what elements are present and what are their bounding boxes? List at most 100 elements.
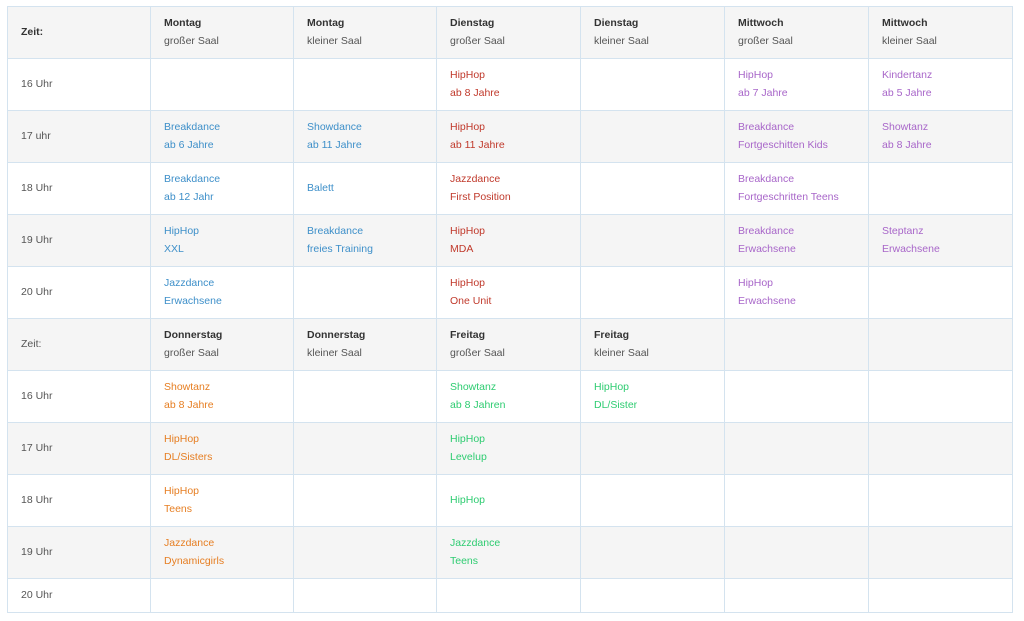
time-cell: 19 Uhr <box>7 214 151 267</box>
class-name: HipHop <box>594 381 630 393</box>
class-cell: Showtanz ab 8 Jahre <box>868 110 1013 163</box>
class-detail: MDA <box>450 242 474 255</box>
empty-cell <box>724 370 869 423</box>
time-cell: 19 Uhr <box>7 526 151 579</box>
class-detail: Fortgeschritten Teens <box>738 190 839 203</box>
class-detail: Levelup <box>450 450 487 463</box>
empty-cell <box>580 214 725 267</box>
class-name: HipHop <box>738 277 774 289</box>
class-name: Breakdance <box>738 173 795 185</box>
schedule-table: Zeit: Montag großer Saal Montag kleiner Sa… <box>7 6 1013 613</box>
empty-cell <box>293 526 437 579</box>
class-detail: ab 12 Jahr <box>164 190 214 203</box>
empty-cell <box>293 578 437 613</box>
schedule: Zeit: Montag großer Saal Montag kleiner Sa… <box>7 6 1013 613</box>
class-detail: Dynamicgirls <box>164 554 225 567</box>
class-cell: Showdance ab 11 Jahre <box>293 110 437 163</box>
table-row: 16 Uhr Showtanz ab 8 Jahre Showtanz ab 8 J… <box>7 370 1013 423</box>
class-name: Breakdance <box>164 173 221 185</box>
class-cell: Showtanz ab 8 Jahre <box>150 370 294 423</box>
class-detail: ab 8 Jahren <box>450 398 506 411</box>
empty-cell <box>724 422 869 475</box>
table-row: 19 Uhr Jazzdance Dynamicgirls Jazzdance Te… <box>7 526 1013 579</box>
col-header: Montag großer Saal <box>150 6 294 59</box>
class-cell: HipHop ab 11 Jahre <box>436 110 581 163</box>
class-name: Showdance <box>307 121 362 133</box>
class-detail: ab 11 Jahre <box>450 138 505 151</box>
time-cell: 20 Uhr <box>7 578 151 613</box>
class-cell: Jazzdance Erwachsene <box>150 266 294 319</box>
class-detail: Teens <box>450 554 479 567</box>
class-name: Jazzdance <box>164 537 215 549</box>
class-detail: ab 6 Jahre <box>164 138 214 151</box>
table-row: 20 Uhr Jazzdance Erwachsene HipHop One Uni… <box>7 266 1013 319</box>
col-header: Donnerstag kleiner Saal <box>293 318 437 371</box>
class-detail: ab 11 Jahre <box>307 138 362 151</box>
class-name: HipHop <box>164 433 200 445</box>
class-detail: Fortgeschitten Kids <box>738 138 828 151</box>
empty-cell <box>293 266 437 319</box>
empty-cell <box>293 58 437 111</box>
header-row: Zeit: Montag großer Saal Montag kleiner Sa… <box>7 6 1013 59</box>
class-name: HipHop <box>164 225 200 237</box>
empty-cell <box>724 526 869 579</box>
class-name: HipHop <box>450 277 486 289</box>
empty-cell <box>868 318 1013 371</box>
time-cell: 16 Uhr <box>7 370 151 423</box>
empty-cell <box>868 162 1013 215</box>
time-cell: 17 Uhr <box>7 422 151 475</box>
class-name: Jazzdance <box>450 173 501 185</box>
empty-cell <box>868 370 1013 423</box>
class-cell: Breakdance ab 12 Jahr <box>150 162 294 215</box>
empty-cell <box>868 422 1013 475</box>
class-cell: Showtanz ab 8 Jahren <box>436 370 581 423</box>
class-cell: Jazzdance Dynamicgirls <box>150 526 294 579</box>
empty-cell <box>580 266 725 319</box>
class-detail: Erwachsene <box>738 294 796 307</box>
empty-cell <box>724 578 869 613</box>
empty-cell <box>580 578 725 613</box>
class-name: HipHop <box>450 493 486 506</box>
header-row: Zeit: Donnerstag großer Saal Donnerstag kl… <box>7 318 1013 371</box>
class-name: HipHop <box>164 485 200 497</box>
time-header: Zeit: <box>7 6 151 59</box>
col-header: Mittwoch großer Saal <box>724 6 869 59</box>
col-header: Montag kleiner Saal <box>293 6 437 59</box>
class-cell: Breakdance freies Training <box>293 214 437 267</box>
table-row: 20 Uhr <box>7 578 1013 613</box>
col-header: Freitag kleiner Saal <box>580 318 725 371</box>
time-cell: 16 Uhr <box>7 58 151 111</box>
table-row: 16 Uhr HipHop ab 8 Jahre HipHop ab 7 Jahre… <box>7 58 1013 111</box>
empty-cell <box>580 110 725 163</box>
class-name: Showtanz <box>450 381 497 393</box>
class-cell: HipHop DL/Sisters <box>150 422 294 475</box>
class-cell: Breakdance ab 6 Jahre <box>150 110 294 163</box>
class-name: Breakdance <box>738 225 795 237</box>
col-header: Dienstag kleiner Saal <box>580 6 725 59</box>
class-detail: ab 8 Jahre <box>164 398 214 411</box>
col-header: Donnerstag großer Saal <box>150 318 294 371</box>
class-cell: HipHop <box>436 474 581 527</box>
table-row: 17 Uhr HipHop DL/Sisters HipHop Levelup <box>7 422 1013 475</box>
class-cell: HipHop One Unit <box>436 266 581 319</box>
class-cell: Jazzdance First Position <box>436 162 581 215</box>
class-detail: XXL <box>164 242 184 255</box>
table-row: 18 Uhr Breakdance ab 12 Jahr Balett Jazzd… <box>7 162 1013 215</box>
class-cell: HipHop Erwachsene <box>724 266 869 319</box>
class-detail: ab 5 Jahre <box>882 86 932 99</box>
time-cell: 17 uhr <box>7 110 151 163</box>
class-detail: First Position <box>450 190 511 203</box>
class-cell: Kindertanz ab 5 Jahre <box>868 58 1013 111</box>
col-header: Dienstag großer Saal <box>436 6 581 59</box>
empty-cell <box>724 318 869 371</box>
class-name: Breakdance <box>164 121 221 133</box>
empty-cell <box>293 422 437 475</box>
empty-cell <box>580 474 725 527</box>
class-cell: HipHop Levelup <box>436 422 581 475</box>
class-name: HipHop <box>450 121 486 133</box>
class-name: Breakdance <box>307 225 364 237</box>
class-cell: HipHop ab 8 Jahre <box>436 58 581 111</box>
class-cell: Breakdance Fortgeschritten Teens <box>724 162 869 215</box>
empty-cell <box>150 58 294 111</box>
empty-cell <box>293 474 437 527</box>
